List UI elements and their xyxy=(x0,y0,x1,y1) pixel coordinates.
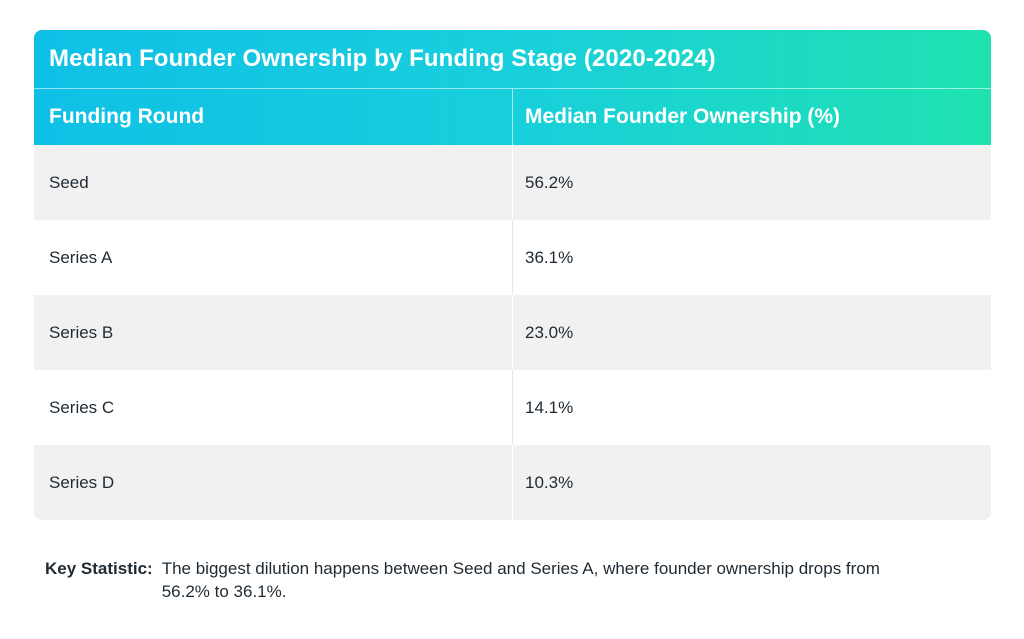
ownership-table: Median Founder Ownership by Funding Stag… xyxy=(34,30,991,520)
column-header-median-ownership: Median Founder Ownership (%) xyxy=(512,89,991,145)
table-body: Seed 56.2% Series A 36.1% Series B 23.0%… xyxy=(34,145,991,520)
cell-funding-round: Series D xyxy=(49,472,115,492)
key-statistic-note: Key Statistic: The biggest dilution happ… xyxy=(45,557,985,603)
table-row: Series D 10.3% xyxy=(34,445,991,520)
cell-funding-round: Series A xyxy=(49,247,113,267)
cell-funding-round: Seed xyxy=(49,172,89,192)
table-header-row: Funding Round Median Founder Ownership (… xyxy=(34,88,991,145)
table-title: Median Founder Ownership by Funding Stag… xyxy=(34,30,991,88)
cell-ownership-value: 36.1% xyxy=(512,220,991,295)
cell-ownership-value: 10.3% xyxy=(512,445,991,520)
cell-ownership-value: 14.1% xyxy=(512,370,991,445)
key-statistic-text: The biggest dilution happens between See… xyxy=(161,559,880,601)
table-row: Series C 14.1% xyxy=(34,370,991,445)
table-row: Series A 36.1% xyxy=(34,220,991,295)
table-row: Seed 56.2% xyxy=(34,145,991,220)
cell-ownership-value: 23.0% xyxy=(512,295,991,370)
cell-ownership-value: 56.2% xyxy=(512,145,991,220)
column-header-funding-round: Funding Round xyxy=(49,105,205,128)
cell-funding-round: Series C xyxy=(49,397,115,417)
table-row: Series B 23.0% xyxy=(34,295,991,370)
cell-funding-round: Series B xyxy=(49,322,114,342)
key-statistic-label: Key Statistic: xyxy=(45,559,153,578)
